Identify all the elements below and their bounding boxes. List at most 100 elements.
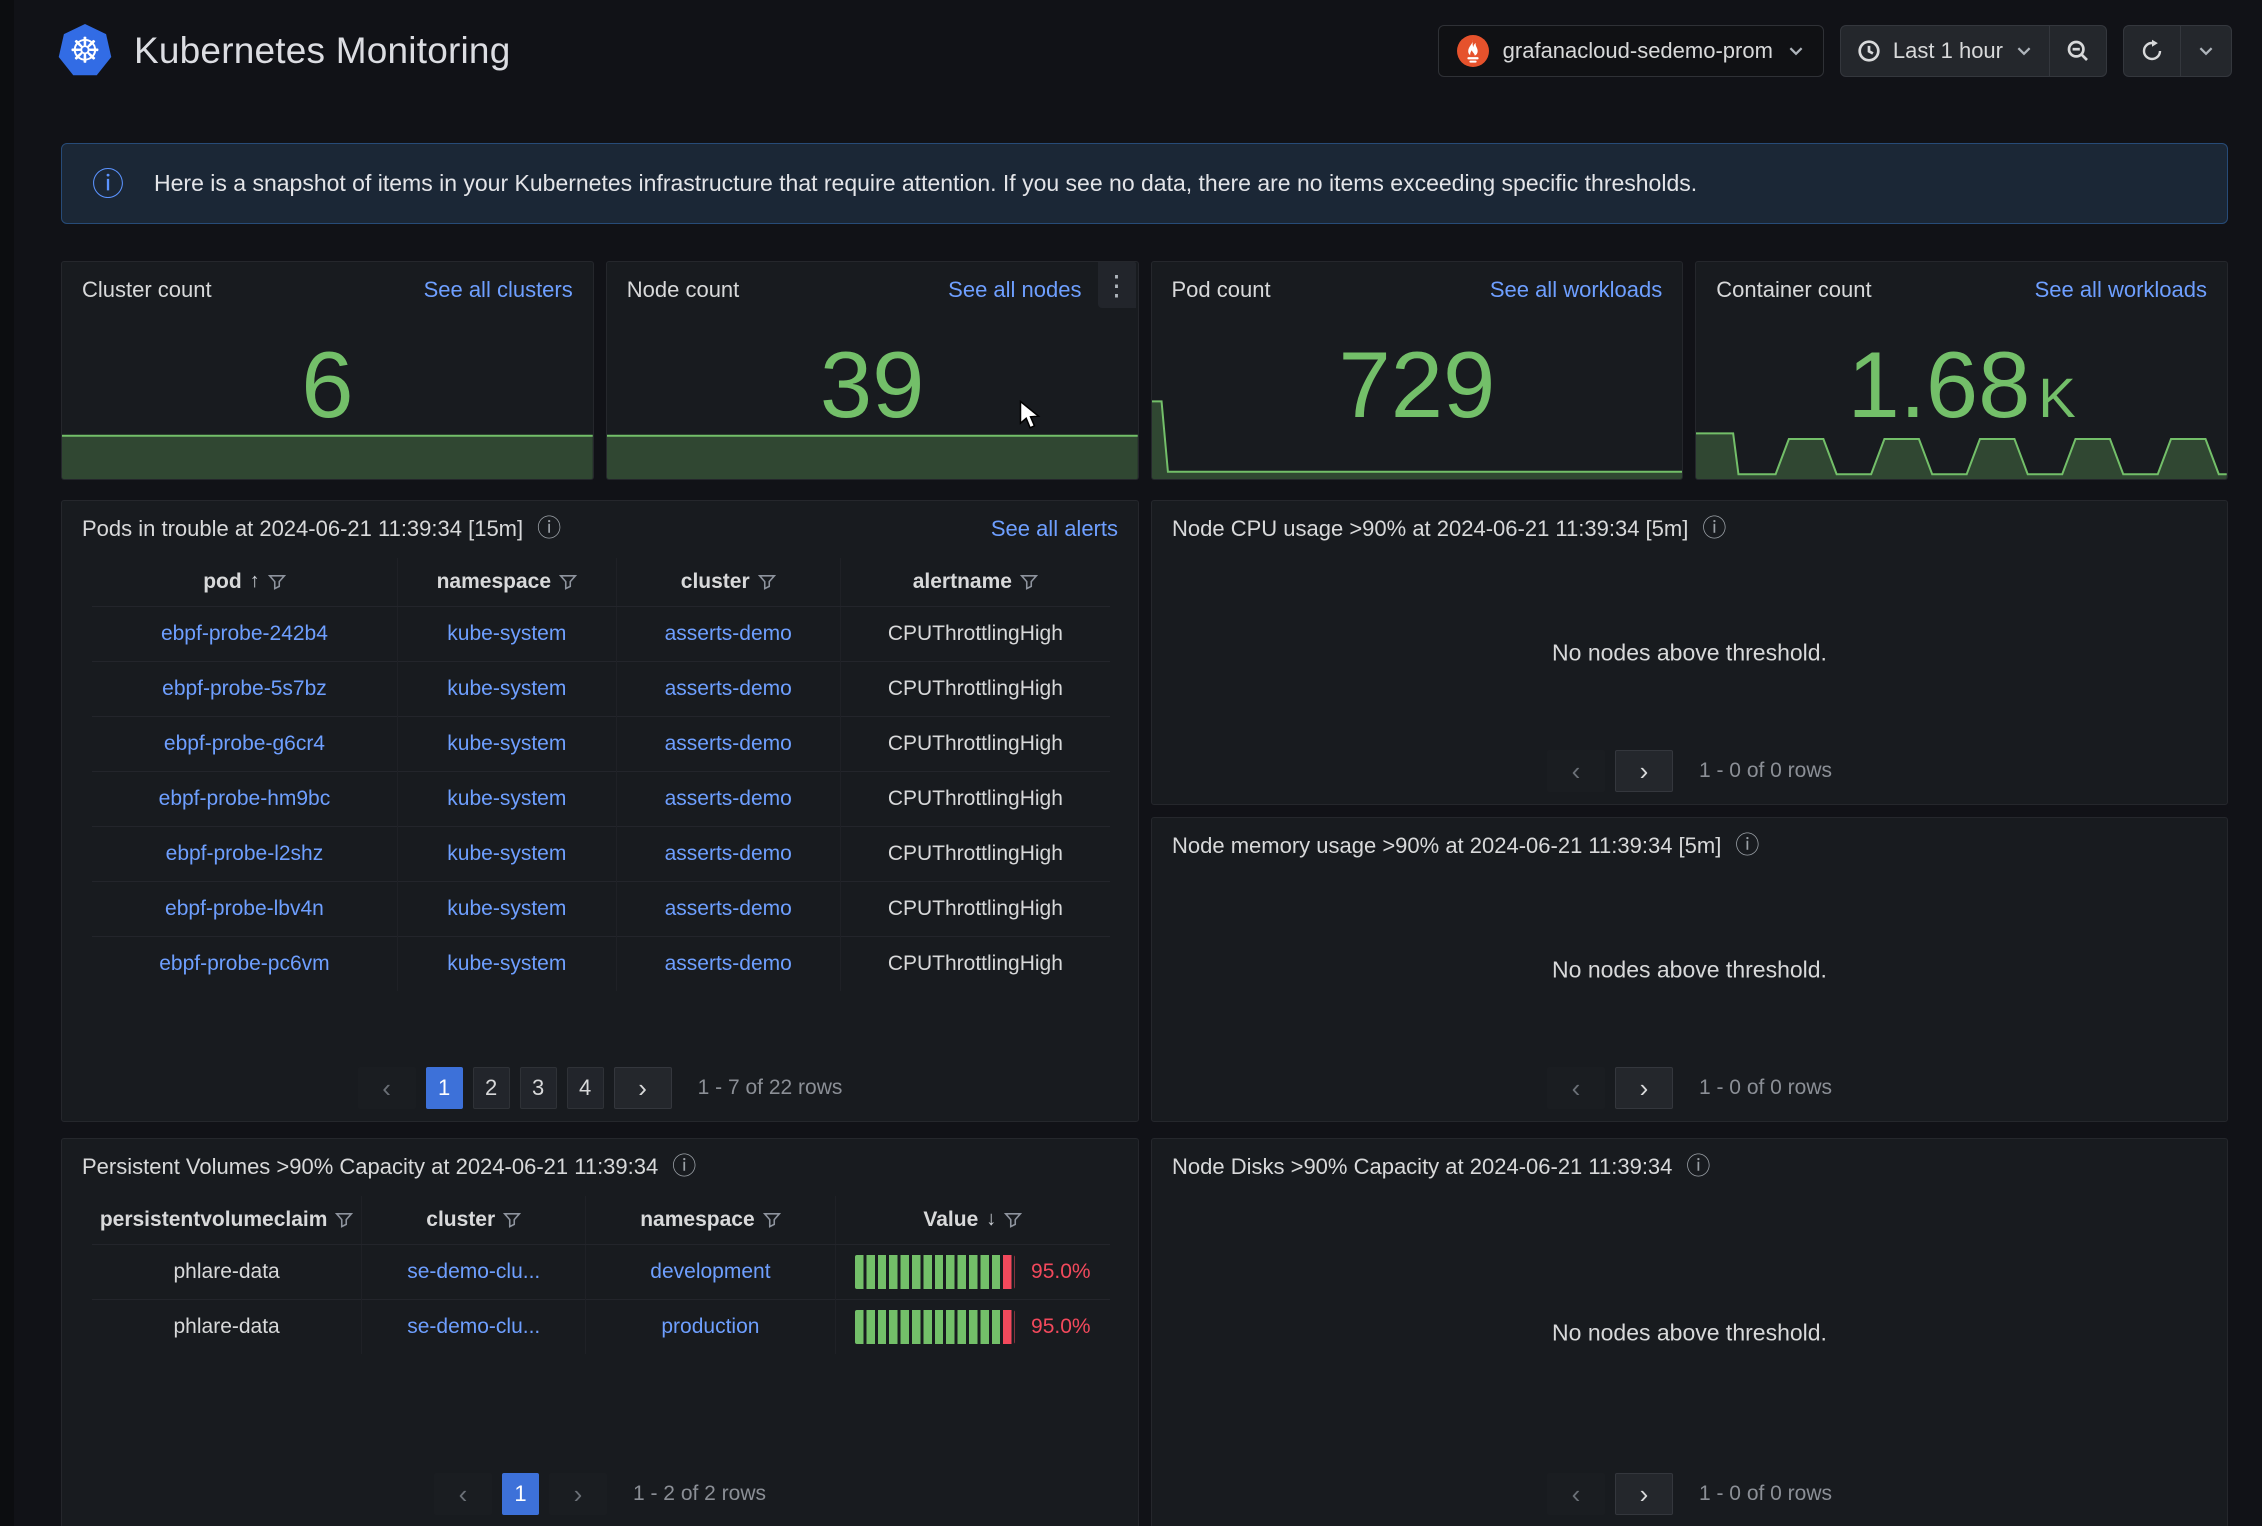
- column-header-namespace[interactable]: namespace: [437, 570, 578, 594]
- cluster-link[interactable]: asserts-demo: [664, 621, 792, 645]
- page-button-3[interactable]: 3: [519, 1067, 557, 1109]
- lcd-gauge-bar: [855, 1254, 1016, 1289]
- cluster-link[interactable]: asserts-demo: [664, 896, 792, 920]
- info-icon[interactable]: ⓘ: [537, 515, 562, 542]
- node-count-panel: ⋮ Node count See all nodes 39: [605, 261, 1139, 480]
- cluster-link[interactable]: asserts-demo: [664, 951, 792, 975]
- cluster-link[interactable]: asserts-demo: [664, 676, 792, 700]
- panel-title: Node memory usage >90% at 2024-06-21 11:…: [1172, 833, 1722, 858]
- datasource-picker[interactable]: grafanacloud-sedemo-prom: [1437, 25, 1824, 77]
- lcd-gauge-bar: [855, 1309, 1016, 1344]
- next-page-button[interactable]: ›: [1614, 1067, 1673, 1109]
- info-icon[interactable]: ⓘ: [672, 1153, 697, 1180]
- see-all-workloads-link[interactable]: See all workloads: [1489, 277, 1663, 302]
- cluster-link[interactable]: se-demo-clu...: [407, 1314, 541, 1338]
- pod-link[interactable]: ebpf-probe-lbv4n: [165, 896, 324, 920]
- stats-row: Cluster count See all clusters 6 ⋮ Node …: [61, 261, 2228, 480]
- zoom-out-button[interactable]: [2049, 26, 2106, 76]
- prev-page-button: ‹: [1546, 1473, 1605, 1515]
- namespace-link[interactable]: kube-system: [447, 896, 567, 920]
- left-edge-strip: [0, 0, 14, 1526]
- stat-value: 729: [1338, 332, 1496, 437]
- info-icon[interactable]: ⓘ: [1686, 1153, 1711, 1180]
- panel-title: Pod count: [1171, 277, 1271, 302]
- page-button-1[interactable]: 1: [425, 1067, 463, 1109]
- filter-icon[interactable]: [1004, 1211, 1023, 1229]
- next-page-button[interactable]: ›: [1614, 750, 1673, 792]
- rows-summary: 1 - 0 of 0 rows: [1698, 1076, 1833, 1099]
- column-header-cluster[interactable]: cluster: [426, 1208, 522, 1232]
- namespace-link[interactable]: development: [650, 1259, 771, 1283]
- pagination: ‹ › 1 - 0 of 0 rows: [1152, 1067, 2227, 1109]
- namespace-link[interactable]: kube-system: [447, 731, 567, 755]
- refresh-button[interactable]: [2124, 26, 2180, 76]
- alertname-cell: CPUThrottlingHigh: [887, 951, 1063, 975]
- stat-value: 1.68 K: [1847, 332, 2076, 437]
- kubernetes-logo-icon: ☸: [58, 24, 112, 76]
- pod-link[interactable]: ebpf-probe-l2shz: [165, 841, 324, 865]
- pod-link[interactable]: ebpf-probe-hm9bc: [158, 786, 331, 810]
- page-button-1[interactable]: 1: [501, 1473, 539, 1515]
- namespace-link[interactable]: production: [661, 1314, 760, 1338]
- namespace-link[interactable]: kube-system: [447, 786, 567, 810]
- info-icon[interactable]: ⓘ: [1702, 515, 1727, 542]
- filter-icon[interactable]: [267, 573, 286, 591]
- column-header-namespace[interactable]: namespace: [640, 1208, 781, 1232]
- namespace-link[interactable]: kube-system: [447, 951, 567, 975]
- page-button-2[interactable]: 2: [472, 1067, 510, 1109]
- pod-link[interactable]: ebpf-probe-pc6vm: [159, 951, 330, 975]
- pagination: ‹ › 1 - 0 of 0 rows: [1152, 1473, 2227, 1515]
- cluster-link[interactable]: asserts-demo: [664, 731, 792, 755]
- page-title: Kubernetes Monitoring: [134, 30, 511, 71]
- chevron-down-icon: [2199, 47, 2213, 56]
- sort-asc-icon: ↑: [249, 570, 260, 593]
- time-range-picker[interactable]: Last 1 hour: [1841, 26, 2049, 76]
- filter-icon[interactable]: [762, 1211, 781, 1229]
- cluster-link[interactable]: asserts-demo: [664, 841, 792, 865]
- refresh-interval-dropdown[interactable]: [2180, 26, 2231, 76]
- panel-title: Persistent Volumes >90% Capacity at 2024…: [82, 1154, 659, 1179]
- column-header-pod[interactable]: pod ↑: [203, 570, 286, 594]
- see-all-workloads-link[interactable]: See all workloads: [2034, 277, 2207, 302]
- pagination: ‹ 1 › 1 - 2 of 2 rows: [62, 1473, 1138, 1515]
- column-header-value[interactable]: Value ↓: [923, 1208, 1023, 1232]
- table-row: phlare-data se-demo-clu... production 95…: [92, 1298, 1110, 1354]
- namespace-link[interactable]: kube-system: [447, 676, 567, 700]
- column-header-cluster[interactable]: cluster: [681, 570, 776, 594]
- banner-text: Here is a snapshot of items in your Kube…: [154, 170, 1698, 196]
- see-all-alerts-link[interactable]: See all alerts: [990, 516, 1118, 541]
- alertname-cell: CPUThrottlingHigh: [887, 676, 1063, 700]
- panel-title: Node CPU usage >90% at 2024-06-21 11:39:…: [1172, 516, 1689, 541]
- see-all-nodes-link[interactable]: See all nodes: [948, 277, 1082, 302]
- table-row: ebpf-probe-242b4 kube-system asserts-dem…: [92, 606, 1110, 661]
- filter-icon[interactable]: [559, 573, 578, 591]
- namespace-link[interactable]: kube-system: [447, 621, 567, 645]
- next-page-button[interactable]: ›: [613, 1067, 672, 1109]
- filter-icon[interactable]: [335, 1211, 354, 1229]
- info-icon[interactable]: ⓘ: [1735, 832, 1760, 859]
- stat-value: 39: [819, 332, 925, 437]
- next-page-button[interactable]: ›: [1614, 1473, 1673, 1515]
- filter-icon[interactable]: [1019, 573, 1038, 591]
- sparkline: [1151, 399, 1683, 479]
- panel-title: Node Disks >90% Capacity at 2024-06-21 1…: [1172, 1154, 1673, 1179]
- pod-link[interactable]: ebpf-probe-242b4: [160, 621, 328, 645]
- rows-summary: 1 - 2 of 2 rows: [632, 1482, 767, 1505]
- next-page-button: ›: [548, 1473, 607, 1515]
- filter-icon[interactable]: [503, 1211, 522, 1229]
- namespace-link[interactable]: kube-system: [447, 841, 567, 865]
- pod-link[interactable]: ebpf-probe-g6cr4: [163, 731, 325, 755]
- filter-icon[interactable]: [757, 573, 776, 591]
- column-header-persistentvolumeclaim[interactable]: persistentvolumeclaim: [100, 1208, 354, 1232]
- panel-menu-button[interactable]: ⋮: [1097, 262, 1136, 308]
- alertname-cell: CPUThrottlingHigh: [887, 841, 1063, 865]
- cluster-link[interactable]: se-demo-clu...: [407, 1259, 541, 1283]
- pod-link[interactable]: ebpf-probe-5s7bz: [162, 676, 327, 700]
- column-header-alertname[interactable]: alertname: [913, 570, 1038, 594]
- see-all-clusters-link[interactable]: See all clusters: [423, 277, 573, 302]
- chevron-down-icon: [2017, 47, 2031, 56]
- persistent-volumes-panel: Persistent Volumes >90% Capacity at 2024…: [61, 1138, 1139, 1526]
- pagination: ‹ 1 2 3 4 › 1 - 7 of 22 rows: [62, 1067, 1138, 1109]
- page-button-4[interactable]: 4: [566, 1067, 604, 1109]
- cluster-link[interactable]: asserts-demo: [664, 786, 792, 810]
